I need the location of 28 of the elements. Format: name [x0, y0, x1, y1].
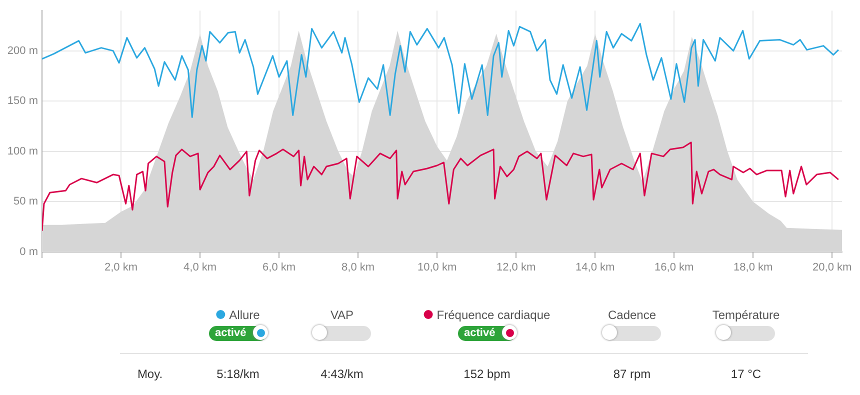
x-tick-label: 2,0 km: [104, 262, 138, 274]
x-tick-label: 16,0 km: [654, 262, 694, 274]
legend-label: Fréquence cardiaque: [436, 308, 550, 322]
x-tick-label: 6,0 km: [262, 262, 296, 274]
toggle-switch: activé: [458, 326, 516, 341]
x-tick-label: 10,0 km: [417, 262, 457, 274]
toggle-switch: activé: [209, 326, 267, 341]
x-tick-label: 12,0 km: [496, 262, 536, 274]
legend-label: Allure: [228, 308, 260, 322]
y-tick-label: 150 m: [7, 95, 38, 108]
text: 4:43/km: [320, 367, 364, 381]
x-tick-label: 20,0 km: [812, 262, 852, 274]
text: VAP: [330, 308, 354, 322]
y-tick-label: 50 m: [14, 196, 38, 208]
y-tick-label: 200 m: [7, 44, 38, 57]
y-tick-label: 100 m: [7, 145, 38, 158]
text: Moy.: [137, 367, 163, 381]
text: 152 bpm: [464, 367, 510, 381]
text: Cadence: [608, 308, 656, 322]
x-tick-label: 4,0 km: [184, 262, 217, 274]
x-tick-label: 18,0 km: [734, 262, 773, 274]
x-tick-label: 14,0 km: [576, 262, 615, 274]
x-tick-label: 8,0 km: [342, 262, 375, 274]
text: Température: [712, 308, 780, 322]
y-tick-label: 0 m: [20, 246, 38, 258]
text: 5:18/km: [216, 367, 260, 381]
text: 87 rpm: [613, 367, 651, 381]
text: 17 °C: [730, 367, 762, 381]
